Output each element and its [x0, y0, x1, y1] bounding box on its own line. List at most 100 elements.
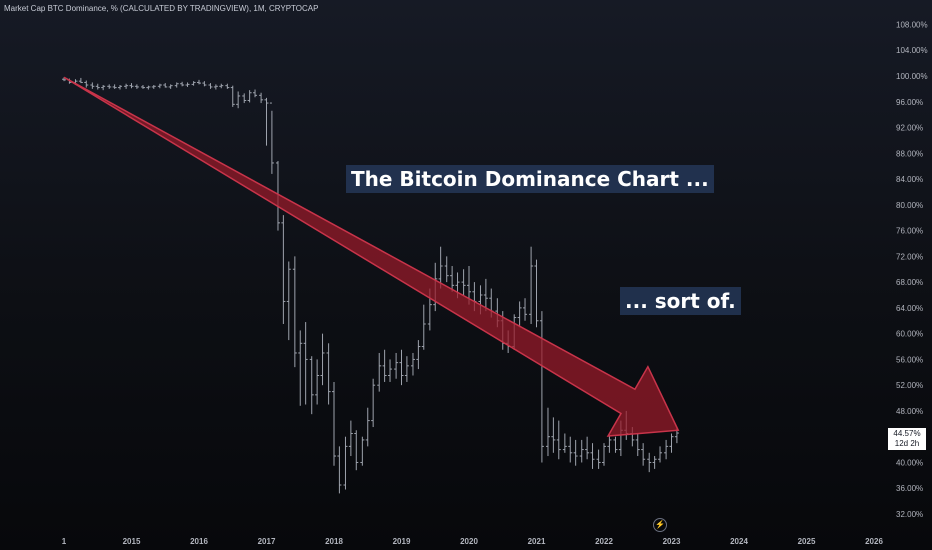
y-tick-label: 32.00%	[896, 510, 923, 519]
ohlc-bar	[180, 81, 185, 87]
ohlc-bar	[590, 443, 595, 469]
ohlc-bar	[585, 436, 590, 460]
y-tick-label: 100.00%	[896, 72, 928, 81]
ohlc-bar	[157, 83, 162, 89]
x-tick-label: 2026	[865, 537, 883, 546]
x-tick-label: 2015	[123, 537, 141, 546]
x-tick-label: 2022	[595, 537, 613, 546]
ohlc-bar	[253, 89, 258, 98]
last-price-value: 44.57%	[893, 429, 921, 438]
ohlc-bar	[421, 304, 426, 350]
ohlc-bar	[112, 84, 117, 89]
ohlc-bar	[348, 420, 353, 457]
ohlc-bar	[292, 256, 297, 368]
ohlc-bar	[90, 82, 95, 89]
ohlc-bar	[202, 81, 207, 87]
y-tick-label: 108.00%	[896, 20, 928, 29]
x-tick-label: 2020	[460, 537, 478, 546]
x-tick-label: 2017	[258, 537, 276, 546]
x-tick-label: 2023	[663, 537, 681, 546]
ohlc-bar	[382, 349, 387, 382]
ohlc-bar	[208, 83, 213, 89]
ohlc-bar	[124, 83, 129, 89]
ohlc-bar	[107, 84, 112, 89]
ohlc-bar	[101, 85, 106, 91]
ohlc-bar	[242, 93, 247, 104]
ohlc-bar	[394, 352, 399, 379]
y-tick-label: 72.00%	[896, 252, 923, 261]
ohlc-bar	[602, 443, 606, 466]
ohlc-bar	[556, 420, 561, 460]
ohlc-bar	[281, 215, 286, 324]
ohlc-bar	[551, 417, 556, 453]
ohlc-bar	[517, 301, 522, 328]
x-tick-label: 2019	[393, 537, 411, 546]
ohlc-bar	[163, 83, 168, 88]
ohlc-bar	[647, 452, 652, 473]
bar-countdown: 12d 2h	[894, 439, 920, 448]
y-tick-label: 92.00%	[896, 124, 923, 133]
y-tick-label: 48.00%	[896, 407, 923, 416]
ohlc-bar	[303, 322, 308, 405]
ohlc-bar	[134, 84, 139, 89]
ohlc-bar	[641, 443, 646, 466]
ohlc-bar	[461, 269, 466, 295]
ohlc-bar	[95, 83, 100, 90]
ohlc-bar	[404, 356, 409, 382]
ohlc-bar	[377, 352, 382, 392]
ohlc-bar	[658, 446, 663, 463]
x-tick-label: 2024	[730, 537, 748, 546]
ohlc-bar	[185, 82, 190, 87]
ohlc-bar	[568, 436, 573, 463]
ohlc-bar	[151, 85, 156, 89]
ohlc-bar	[320, 333, 325, 386]
ohlc-bar	[230, 85, 235, 107]
x-tick-label: 2021	[528, 537, 546, 546]
ohlc-bar	[652, 456, 657, 469]
ohlc-bar	[197, 79, 201, 85]
ohlc-bar	[444, 256, 449, 283]
x-tick-label: 1	[62, 537, 67, 546]
ohlc-bar	[337, 446, 342, 494]
ohlc-bar	[573, 439, 578, 466]
ohlc-bar	[613, 436, 618, 453]
ohlc-bar	[365, 407, 370, 447]
lightning-icon[interactable]: ⚡	[653, 518, 667, 532]
ohlc-bar	[219, 83, 224, 89]
ohlc-bar	[309, 356, 314, 415]
ohlc-bar	[315, 359, 320, 405]
ohlc-bar	[539, 311, 544, 463]
x-tick-label: 2018	[325, 537, 343, 546]
ohlc-bar	[118, 85, 123, 90]
y-tick-label: 36.00%	[896, 484, 923, 493]
candles-group	[62, 77, 679, 494]
annotation-arrow	[63, 76, 680, 437]
y-tick-label: 96.00%	[896, 98, 923, 107]
ohlc-bar	[450, 266, 455, 292]
ohlc-bar	[371, 378, 376, 428]
ohlc-bar	[399, 349, 404, 386]
chart-title: Market Cap BTC Dominance, % (CALCULATED …	[4, 4, 319, 13]
ohlc-bar	[168, 84, 173, 89]
ohlc-bar	[545, 407, 550, 457]
callout-chart-title-text[interactable]: The Bitcoin Dominance Chart ...	[346, 165, 714, 193]
ohlc-bar	[174, 82, 179, 88]
annotation-arrow-group	[63, 76, 680, 437]
x-tick-label: 2025	[798, 537, 816, 546]
ohlc-bar	[225, 83, 230, 89]
ohlc-bar	[360, 436, 365, 466]
callout-sort-of-text[interactable]: ... sort of.	[620, 287, 741, 315]
x-tick-label: 2016	[190, 537, 208, 546]
y-tick-label: 68.00%	[896, 278, 923, 287]
ohlc-bar	[523, 298, 528, 321]
ohlc-bar	[607, 433, 612, 453]
time-axis: 1 2015 2016 2017 2018 2019 2020 2021 2022 2023 202…	[62, 537, 884, 546]
y-tick-label: 84.00%	[896, 175, 923, 184]
ohlc-bar	[529, 246, 534, 324]
ohlc-bar	[410, 352, 415, 376]
ohlc-bar	[326, 343, 331, 405]
ohlc-bar	[191, 81, 196, 86]
ohlc-bar	[388, 359, 393, 382]
ohlc-bar	[596, 449, 601, 469]
